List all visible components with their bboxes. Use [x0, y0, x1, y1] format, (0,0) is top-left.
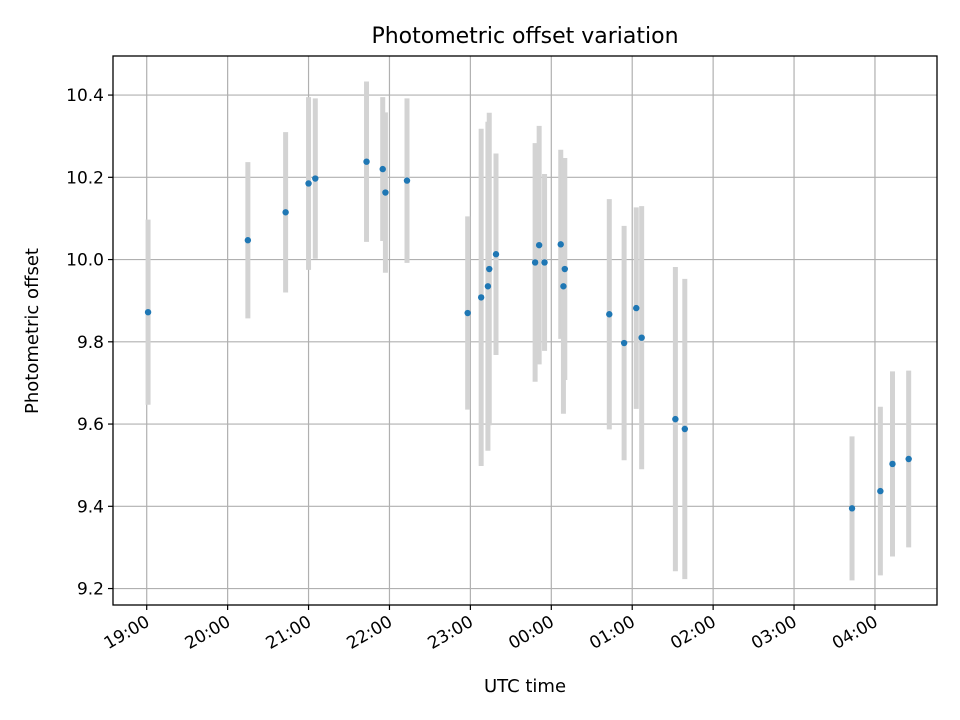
y-tick-label: 9.2	[77, 580, 104, 600]
chart-title: Photometric offset variation	[371, 24, 678, 49]
x-tick-label: 04:00	[829, 612, 881, 654]
data-point	[535, 241, 543, 249]
y-tick-label: 10.0	[66, 251, 104, 271]
data-point	[638, 334, 645, 341]
data-point	[848, 505, 856, 512]
data-point	[560, 283, 567, 290]
data-points	[144, 158, 912, 512]
x-tick-label: 20:00	[182, 612, 234, 654]
grid	[113, 56, 937, 605]
data-point	[905, 455, 912, 463]
data-point	[620, 339, 628, 347]
data-point	[877, 487, 884, 495]
y-tick-label: 9.8	[77, 333, 104, 353]
data-point	[606, 311, 613, 318]
data-point	[492, 251, 500, 258]
x-tick-label: 23:00	[424, 612, 476, 654]
data-point	[363, 158, 370, 165]
x-tick-label: 03:00	[748, 612, 800, 654]
x-axis-ticks: 19:00 20:00 21:00 22:00 23:00 00:00 01:00 02:00…	[101, 605, 881, 654]
data-point	[282, 209, 289, 216]
data-point	[681, 425, 689, 433]
data-point	[477, 294, 485, 301]
data-point	[379, 165, 386, 173]
y-axis-ticks: 9.2 9.4 9.6 9.8 10.0 10.2 10.4	[66, 86, 113, 600]
y-tick-label: 9.6	[77, 415, 104, 435]
y-tick-label: 10.4	[66, 86, 104, 106]
x-tick-label: 00:00	[505, 612, 557, 654]
data-point	[672, 415, 679, 423]
data-point	[312, 175, 319, 182]
x-tick-label: 02:00	[667, 612, 719, 654]
y-tick-label: 9.4	[77, 497, 104, 517]
x-tick-label: 21:00	[263, 612, 315, 654]
data-point	[305, 180, 312, 187]
data-point	[531, 259, 539, 266]
x-axis-label: UTC time	[484, 676, 566, 697]
data-point	[486, 265, 493, 273]
x-tick-label: 22:00	[344, 612, 396, 654]
data-point	[464, 309, 471, 317]
data-point	[244, 237, 252, 244]
x-tick-label: 19:00	[101, 612, 153, 654]
data-point	[382, 189, 389, 196]
plot-frame	[112, 55, 938, 606]
data-point	[633, 304, 640, 312]
data-point	[144, 309, 152, 316]
data-point	[889, 460, 896, 468]
x-tick-label: 01:00	[586, 612, 638, 654]
data-point	[403, 177, 411, 184]
data-point	[541, 259, 548, 266]
data-point	[484, 283, 492, 290]
y-tick-label: 10.2	[66, 168, 104, 188]
y-axis-label: Photometric offset	[22, 248, 43, 414]
data-point	[557, 241, 564, 248]
data-point	[561, 265, 568, 273]
